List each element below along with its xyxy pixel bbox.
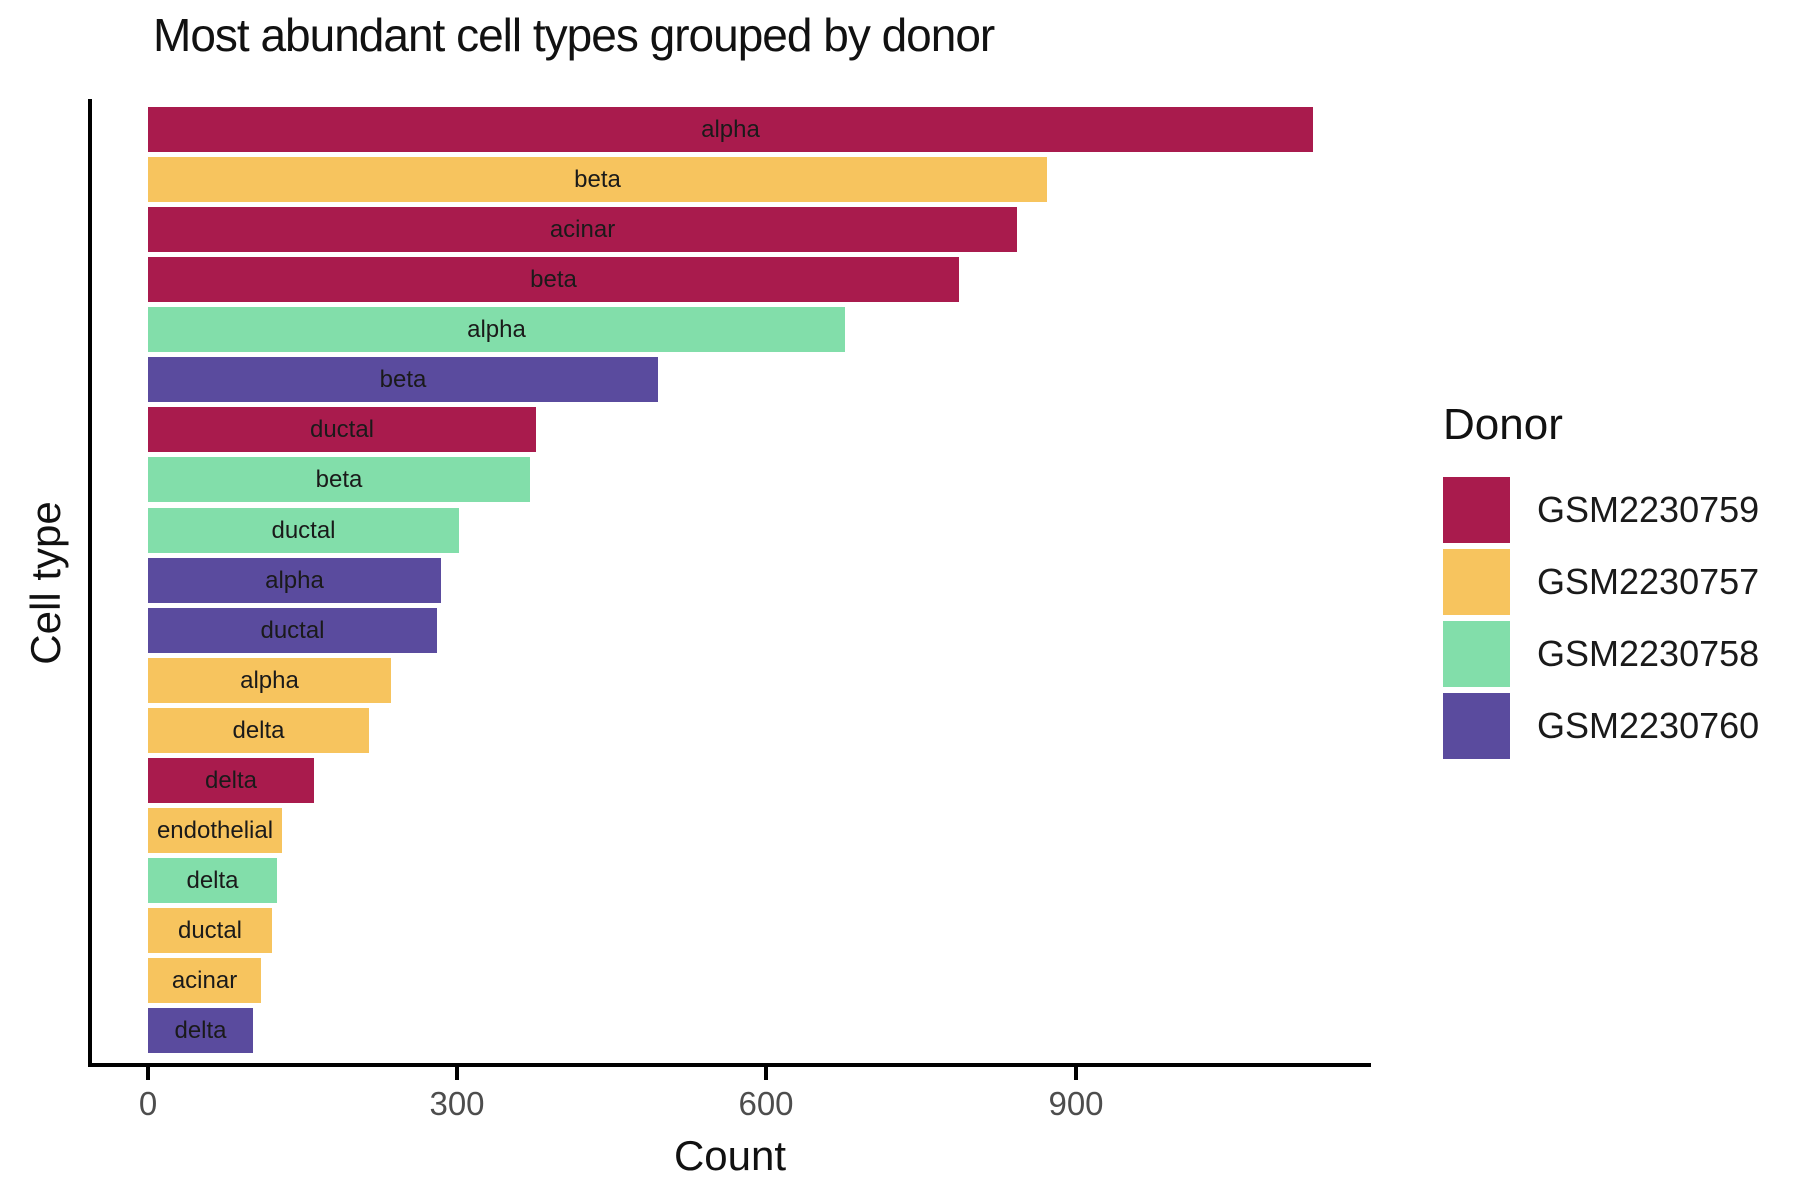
y-axis-title: Cell type xyxy=(22,501,69,665)
bar-delta-GSM2230760: delta xyxy=(148,1008,253,1053)
legend-label: GSM2230758 xyxy=(1537,632,1760,674)
bar-label: ductal xyxy=(309,415,375,443)
bar-label: delta xyxy=(204,766,258,794)
bar-label: ductal xyxy=(271,516,336,544)
x-axis-line xyxy=(88,1063,1371,1067)
bar-label: delta xyxy=(174,1016,227,1044)
legend-entry-GSM2230757: GSM2230757 xyxy=(1443,548,1760,615)
x-tick-label: 900 xyxy=(1048,1085,1104,1122)
bar-label: delta xyxy=(186,866,239,894)
bar-ductal-GSM2230758: ductal xyxy=(148,508,459,553)
legend-key-swatch xyxy=(1443,548,1510,615)
legend-entries: GSM2230759 GSM2230757 GSM2230758 GSM2230760 xyxy=(1443,476,1760,759)
bar-delta-GSM2230758: delta xyxy=(148,858,277,903)
bar-label: alpha xyxy=(467,315,526,343)
bar-label: acinar xyxy=(549,215,616,243)
x-tick-label: 300 xyxy=(429,1085,485,1122)
bar-acinar-GSM2230757: acinar xyxy=(148,958,261,1003)
bar-label: alpha xyxy=(701,115,760,143)
bar-label: beta xyxy=(530,265,577,293)
y-axis-line xyxy=(88,99,92,1067)
x-tick xyxy=(1074,1067,1078,1080)
legend-label: GSM2230759 xyxy=(1537,488,1760,530)
bar-label: alpha xyxy=(240,666,299,694)
bar-label: beta xyxy=(574,165,621,193)
bar-label: acinar xyxy=(171,966,238,994)
legend-key-swatch xyxy=(1443,692,1510,759)
legend-entry-GSM2230760: GSM2230760 xyxy=(1443,692,1760,759)
bar-beta-GSM2230757: beta xyxy=(148,157,1047,202)
bar-ductal-GSM2230759: ductal xyxy=(148,407,536,452)
x-tick xyxy=(764,1067,768,1080)
legend: Donor GSM2230759 GSM2230757 GSM2230758 GSM2… xyxy=(1443,400,1759,765)
bar-beta-GSM2230759: beta xyxy=(148,257,959,302)
bar-endothelial-GSM2230757: endothelial xyxy=(148,808,282,853)
bar-alpha-GSM2230759: alpha xyxy=(148,107,1313,152)
bar-label: delta xyxy=(232,716,285,744)
bar-delta-GSM2230759: delta xyxy=(148,758,314,803)
bar-label: ductal xyxy=(260,616,325,644)
bar-alpha-GSM2230760: alpha xyxy=(148,558,441,603)
bar-label: alpha xyxy=(265,566,324,594)
legend-entry-GSM2230758: GSM2230758 xyxy=(1443,620,1760,687)
legend-entry-GSM2230759: GSM2230759 xyxy=(1443,476,1760,543)
chart-title: Most abundant cell types grouped by dono… xyxy=(153,9,995,61)
bar-alpha-GSM2230757: alpha xyxy=(148,658,391,703)
bar-label: ductal xyxy=(177,916,243,944)
legend-key-swatch xyxy=(1443,476,1510,543)
bar-delta-GSM2230757: delta xyxy=(148,708,369,753)
bar-ductal-GSM2230757: ductal xyxy=(148,908,272,953)
bar-ductal-GSM2230760: ductal xyxy=(148,608,437,653)
x-tick-label: 0 xyxy=(138,1085,158,1122)
legend-label: GSM2230760 xyxy=(1537,704,1760,746)
legend-label: GSM2230757 xyxy=(1537,560,1760,602)
x-tick-label: 600 xyxy=(738,1085,794,1122)
legend-key-swatch xyxy=(1443,620,1510,687)
bar-beta-GSM2230758: beta xyxy=(148,457,530,502)
bar-label: beta xyxy=(379,365,427,393)
bar-label: endothelial xyxy=(156,816,274,844)
bar-label: beta xyxy=(315,465,363,493)
bar-alpha-GSM2230758: alpha xyxy=(148,307,845,352)
x-tick xyxy=(146,1067,150,1080)
x-axis-title: Count xyxy=(673,1132,787,1179)
bar-acinar-GSM2230759: acinar xyxy=(148,207,1017,252)
bar-beta-GSM2230760: beta xyxy=(148,357,658,402)
x-tick xyxy=(455,1067,459,1080)
legend-title: Donor xyxy=(1443,400,1563,449)
